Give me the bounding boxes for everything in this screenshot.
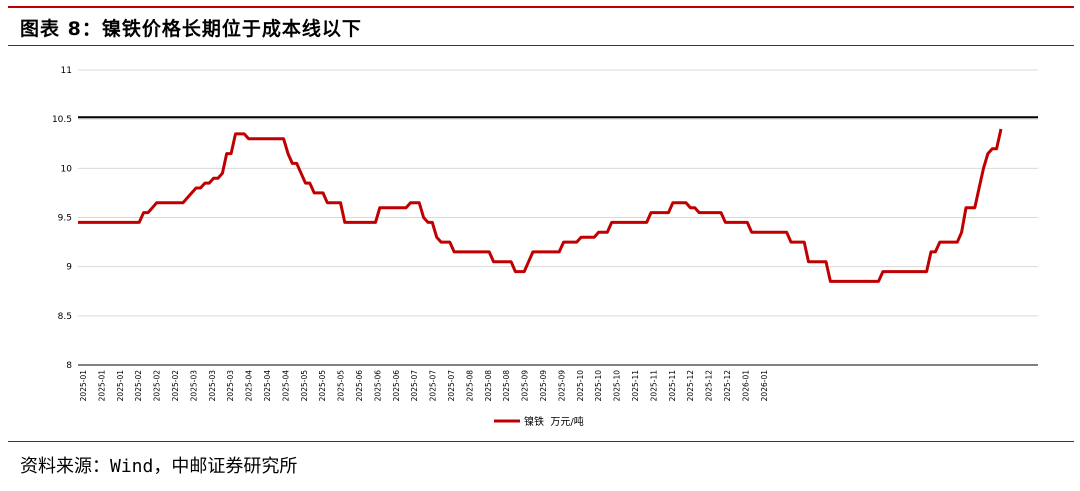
x-tick-label: 2025-09 (539, 370, 548, 402)
x-tick-label: 2025-05 (300, 370, 309, 402)
y-tick-label: 8 (66, 361, 72, 371)
y-tick-label: 9.5 (58, 214, 72, 224)
chart-container: 8 8.5 9 9.5 10 10.5 11 2025-01 2025-01 2025-01 20… (8, 47, 1074, 441)
x-tick-label: 2025-03 (208, 370, 217, 402)
x-tick-label: 2025-11 (631, 370, 640, 402)
x-tick-label: 2025-06 (392, 370, 401, 402)
x-tick-label: 2025-08 (484, 370, 493, 402)
x-tick-label: 2025-06 (355, 370, 364, 402)
x-tick-label: 2026-01 (760, 370, 769, 402)
x-tick-label: 2025-02 (153, 370, 162, 402)
x-tick-label: 2025-01 (97, 370, 106, 402)
x-axis-ticks: 2025-01 2025-01 2025-01 2025-02 2025-02 2025-… (79, 370, 769, 402)
x-tick-label: 2025-10 (576, 370, 585, 402)
series-line-nickel-iron (78, 128, 1003, 283)
top-accent-rule (8, 6, 1074, 8)
x-tick-label: 2025-03 (226, 370, 235, 402)
x-tick-label: 2025-07 (447, 370, 456, 402)
legend-label: 镍铁 万元/吨 (524, 415, 584, 428)
gridlines (78, 69, 1038, 317)
x-tick-label: 2025-10 (594, 370, 603, 402)
x-tick-label: 2025-11 (668, 370, 677, 402)
x-tick-label: 2025-08 (502, 370, 511, 402)
x-tick-label: 2025-01 (79, 370, 88, 402)
y-tick-label: 8.5 (58, 312, 72, 322)
y-tick-label: 9 (66, 263, 72, 273)
title-divider (8, 45, 1074, 46)
x-tick-label: 2025-09 (557, 370, 566, 402)
x-tick-label: 2025-12 (723, 370, 732, 402)
x-tick-label: 2025-09 (521, 370, 530, 402)
x-tick-label: 2025-12 (705, 370, 714, 402)
x-tick-label: 2025-05 (318, 370, 327, 402)
x-tick-label: 2025-05 (337, 370, 346, 402)
x-tick-label: 2025-08 (465, 370, 474, 402)
x-tick-label: 2025-11 (649, 370, 658, 402)
y-tick-label: 10.5 (52, 115, 72, 125)
x-tick-label: 2025-06 (373, 370, 382, 402)
x-tick-label: 2025-02 (134, 370, 143, 402)
x-tick-label: 2026-01 (741, 370, 750, 402)
x-tick-label: 2025-07 (410, 370, 419, 402)
x-tick-label: 2025-04 (281, 370, 290, 402)
y-tick-label: 11 (61, 66, 72, 76)
x-tick-label: 2025-07 (429, 370, 438, 402)
x-tick-label: 2025-04 (263, 370, 272, 402)
x-tick-label: 2025-01 (116, 370, 125, 402)
x-tick-label: 2025-04 (245, 370, 254, 402)
x-tick-label: 2025-03 (189, 370, 198, 402)
footer-divider (8, 441, 1074, 442)
figure-title: 图表 8：镍铁价格长期位于成本线以下 (20, 18, 362, 40)
y-axis-ticks: 8 8.5 9 9.5 10 10.5 11 (52, 66, 72, 371)
y-tick-label: 10 (61, 164, 73, 174)
x-tick-label: 2025-02 (171, 370, 180, 402)
x-tick-label: 2025-12 (686, 370, 695, 402)
legend: 镍铁 万元/吨 (494, 415, 584, 428)
source-note: 资料来源：Wind，中邮证券研究所 (20, 456, 298, 477)
x-tick-label: 2025-10 (613, 370, 622, 402)
